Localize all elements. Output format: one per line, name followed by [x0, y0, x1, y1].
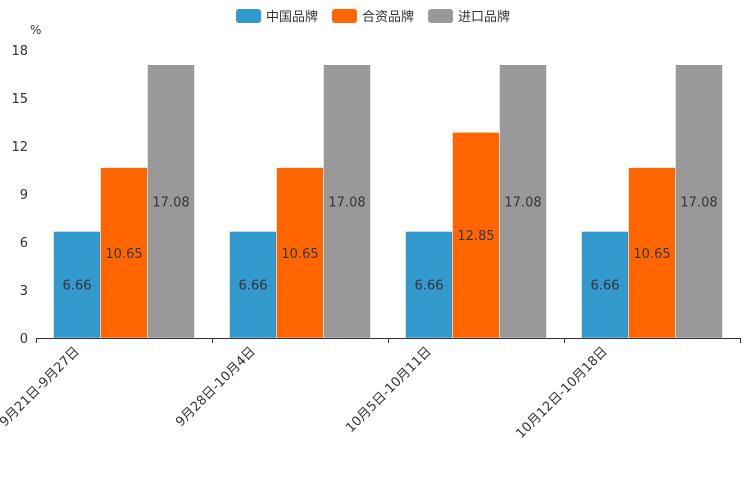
legend-swatch	[236, 9, 261, 23]
bar	[53, 231, 101, 339]
legend-swatch	[332, 9, 357, 23]
bar-value-label: 6.66	[591, 279, 620, 294]
bar	[452, 132, 500, 339]
bar	[581, 231, 629, 339]
x-tick-label: 10月5日-10月11日	[343, 344, 435, 436]
legend: 中国品牌 合资品牌 进口品牌	[236, 9, 510, 25]
x-tick-label: 10月12日-10月18日	[513, 344, 610, 441]
x-tick-label: 9月21日-9月27日	[0, 344, 83, 430]
legend-swatch	[428, 9, 453, 23]
legend-label: 进口品牌	[458, 9, 510, 25]
bar-value-label: 17.08	[504, 195, 541, 210]
legend-label: 中国品牌	[266, 9, 318, 25]
bar-value-label: 10.65	[281, 247, 318, 262]
x-tick-label: 9月28日-10月4日	[173, 344, 259, 430]
bar	[147, 64, 195, 339]
bar-value-label: 17.08	[328, 195, 365, 210]
legend-label: 合资品牌	[362, 9, 414, 25]
bar	[229, 231, 277, 339]
bar-value-label: 10.65	[633, 247, 670, 262]
bar-value-label: 17.08	[680, 195, 717, 210]
bar	[323, 64, 371, 339]
bar	[276, 167, 324, 339]
bar	[675, 64, 723, 339]
bar	[100, 167, 148, 339]
bar-value-label: 6.66	[239, 279, 268, 294]
bar-value-label: 12.85	[457, 229, 494, 244]
y-tick-label: 18	[11, 44, 28, 59]
y-tick-label: 6	[20, 236, 28, 251]
y-axis-unit-label: %	[30, 23, 41, 37]
y-axis: 0 3 6 9 12 15 18	[11, 44, 28, 347]
y-tick-label: 12	[11, 140, 28, 155]
y-tick-label: 0	[20, 332, 28, 347]
bar-value-label: 6.66	[63, 279, 92, 294]
bar-value-label: 10.65	[105, 247, 142, 262]
y-tick-label: 15	[11, 92, 28, 107]
y-tick-label: 9	[20, 188, 28, 203]
bar-value-label: 6.66	[415, 279, 444, 294]
y-tick-label: 3	[20, 284, 28, 299]
x-axis: 9月21日-9月27日 9月28日-10月4日 10月5日-10月11日 10月12日…	[0, 338, 741, 442]
bar-value-label: 17.08	[152, 195, 189, 210]
bar-series: 6.66 10.65 17.08 6.66 10.65 17.08 6.66 12.85 17.…	[53, 64, 723, 339]
